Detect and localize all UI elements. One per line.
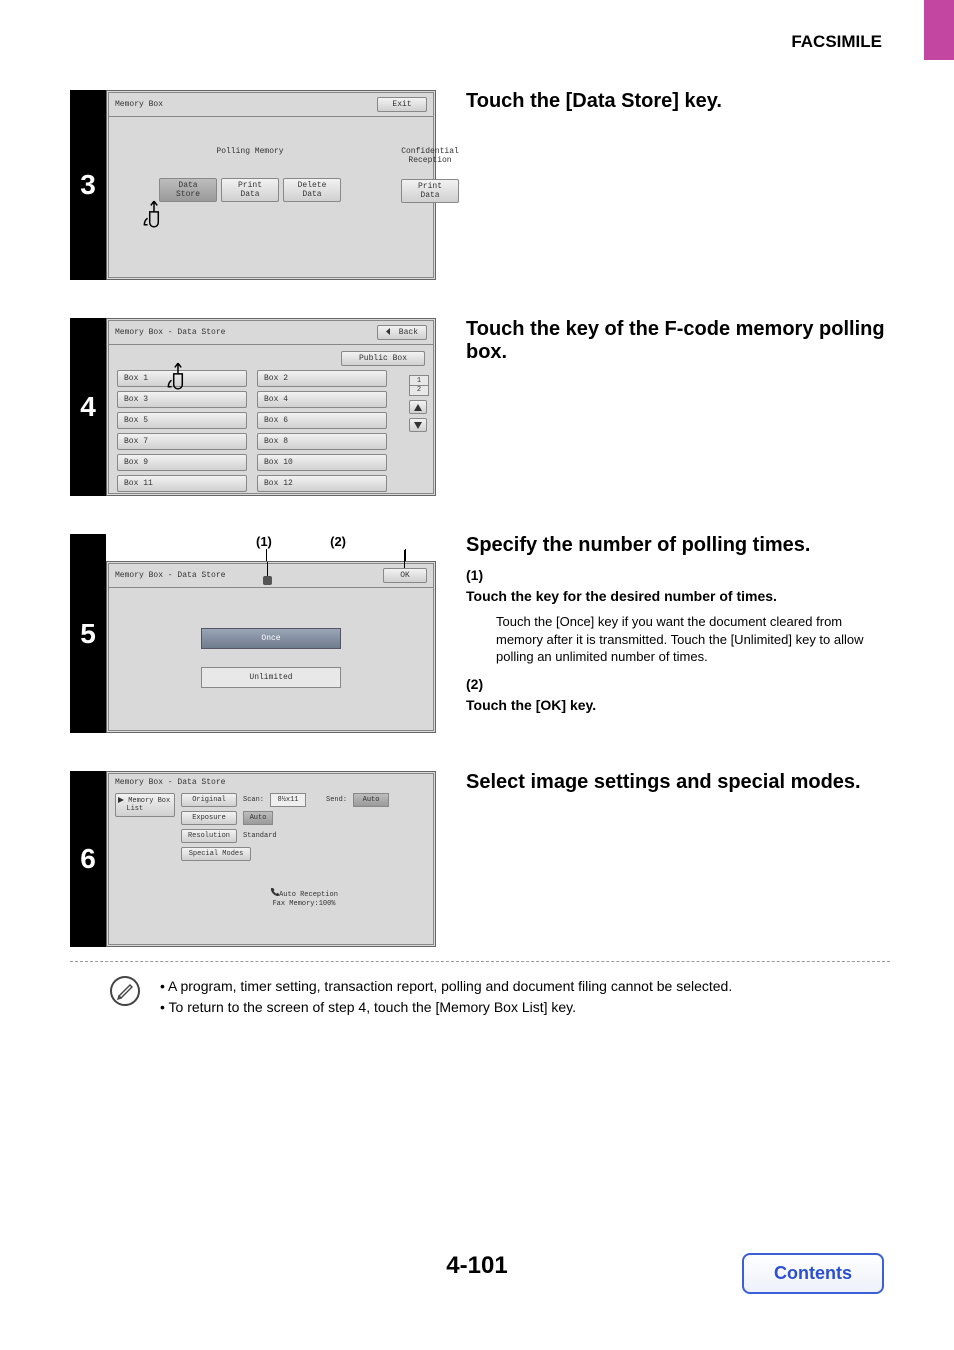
step-5: 5 (1) (2) Memory Box - Data Store OK — [70, 534, 890, 733]
box-button[interactable]: Box 6 — [257, 412, 387, 429]
box-button[interactable]: Box 8 — [257, 433, 387, 450]
note-item: • To return to the screen of step 4, tou… — [160, 997, 732, 1018]
scroll-down-button[interactable] — [409, 418, 427, 432]
special-modes-button[interactable]: Special Modes — [181, 847, 251, 861]
delete-data-button[interactable]: Delete Data — [283, 178, 341, 202]
marker-1: (1) — [256, 534, 272, 549]
panel-title: Memory Box — [115, 100, 163, 109]
step5-heading: Specify the number of polling times. — [466, 534, 890, 557]
step-3: 3 Memory Box Exit Polling Memory Data St… — [70, 90, 890, 280]
panel-title: Memory Box - Data Store — [115, 778, 225, 787]
exit-button[interactable]: Exit — [377, 97, 427, 112]
send-label: Send: — [326, 796, 347, 804]
once-button[interactable]: Once — [201, 628, 341, 649]
step-number: 6 — [70, 771, 106, 947]
substep-body: Touch the [Once] key if you want the doc… — [496, 613, 890, 666]
data-store-button[interactable]: Data Store — [159, 178, 217, 202]
chapter-side-tab — [924, 0, 954, 60]
phone-icon — [270, 887, 279, 896]
scan-label: Scan: — [243, 796, 264, 804]
step-number: 5 — [70, 534, 106, 733]
step5-panel: Memory Box - Data Store OK Once Unlimite… — [106, 561, 436, 733]
confidential-label-1: Confidential — [401, 147, 459, 156]
marker-2: (2) — [330, 534, 346, 549]
step3-heading: Touch the [Data Store] key. — [466, 90, 890, 113]
box-button[interactable]: Box 10 — [257, 454, 387, 471]
page-content: 3 Memory Box Exit Polling Memory Data St… — [70, 90, 890, 1018]
step4-heading: Touch the key of the F-code memory polli… — [466, 318, 890, 364]
panel-title: Memory Box - Data Store — [115, 571, 225, 580]
step3-panel: Memory Box Exit Polling Memory Data Stor… — [106, 90, 436, 280]
box-button[interactable]: Box 4 — [257, 391, 387, 408]
step-6: 6 Memory Box - Data Store Memory Box Lis… — [70, 771, 890, 947]
resolution-value: Standard — [243, 832, 277, 840]
page-scroll-area: 1 2 — [409, 375, 429, 436]
step-number: 3 — [70, 90, 106, 280]
note-text: To return to the screen of step 4, touch… — [169, 999, 577, 1015]
note-text: A program, timer setting, transaction re… — [168, 978, 732, 994]
box-button[interactable]: Box 3 — [117, 391, 247, 408]
step6-panel: Memory Box - Data Store Memory Box List — [106, 771, 436, 947]
confidential-label-2: Reception — [401, 156, 459, 165]
step6-heading: Select image settings and special modes. — [466, 771, 890, 794]
back-label: Back — [399, 328, 418, 337]
page-number: 4-101 — [446, 1252, 507, 1280]
step-number: 4 — [70, 318, 106, 496]
substep-number: (2) — [466, 676, 496, 692]
status-line2: Fax Memory:100% — [272, 900, 335, 908]
polling-memory-label: Polling Memory — [159, 147, 341, 156]
box-button[interactable]: Box 5 — [117, 412, 247, 429]
callout-line — [404, 550, 405, 568]
substep-title: Touch the key for the desired number of … — [466, 588, 856, 604]
send-value[interactable]: Auto — [353, 793, 389, 807]
exposure-button[interactable]: Exposure — [181, 811, 237, 825]
panel-title: Memory Box - Data Store — [115, 328, 225, 337]
box-button[interactable]: Box 11 — [117, 475, 247, 492]
contents-button[interactable]: Contents — [742, 1253, 884, 1294]
box-button[interactable]: Box 2 — [257, 370, 387, 387]
original-button[interactable]: Original — [181, 793, 237, 807]
page-total: 2 — [410, 385, 428, 394]
unlimited-button[interactable]: Unlimited — [201, 667, 341, 688]
list-button-line2: List — [126, 805, 143, 813]
box-button[interactable]: Box 12 — [257, 475, 387, 492]
box-button[interactable]: Box 7 — [117, 433, 247, 450]
pointer-hand-icon — [141, 199, 167, 229]
public-box-button[interactable]: Public Box — [341, 351, 425, 366]
substep-number: (1) — [466, 567, 496, 583]
page-current: 1 — [410, 377, 428, 385]
callout-dot — [263, 576, 272, 585]
memory-box-list-button[interactable]: Memory Box List — [115, 793, 175, 817]
exposure-value: Auto — [243, 811, 273, 825]
conf-print-data-button[interactable]: Print Data — [401, 179, 459, 203]
note-item: • A program, timer setting, transaction … — [160, 976, 732, 997]
pointer-hand-icon — [165, 361, 191, 391]
page-header: FACSIMILE — [791, 32, 882, 52]
scroll-up-button[interactable] — [409, 400, 427, 414]
step-4: 4 Memory Box - Data Store Back Public Bo… — [70, 318, 890, 496]
resolution-button[interactable]: Resolution — [181, 829, 237, 843]
print-data-button[interactable]: Print Data — [221, 178, 279, 202]
back-button[interactable]: Back — [377, 325, 427, 340]
ok-button[interactable]: OK — [383, 568, 427, 583]
note-icon — [110, 976, 140, 1006]
step4-panel: Memory Box - Data Store Back Public Box … — [106, 318, 436, 496]
box-button[interactable]: Box 9 — [117, 454, 247, 471]
status-line1: Auto Reception — [279, 891, 338, 899]
substep-title: Touch the [OK] key. — [466, 697, 856, 713]
note-section: • A program, timer setting, transaction … — [70, 961, 890, 1018]
scan-value[interactable]: 8½x11 — [270, 793, 306, 807]
